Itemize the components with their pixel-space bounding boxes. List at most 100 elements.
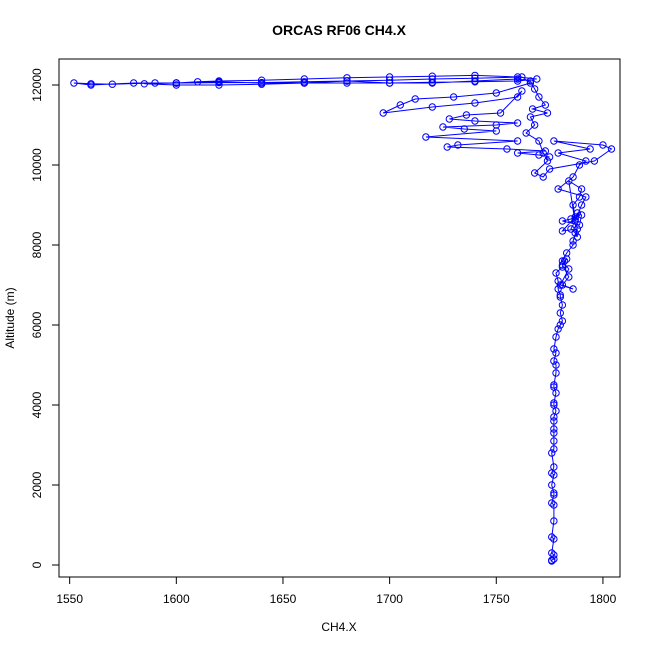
data-point — [586, 145, 594, 153]
data-point — [193, 78, 202, 86]
data-point — [471, 117, 479, 125]
data-point — [558, 317, 567, 325]
x-tick-label: 1600 — [163, 592, 190, 606]
y-axis: 0 2000 4000 6000 8000 10000 12000 — [30, 68, 60, 568]
data-point — [556, 293, 564, 301]
data-point — [550, 535, 558, 543]
data-point — [558, 217, 567, 225]
data-point — [513, 73, 522, 81]
data-point — [569, 237, 577, 245]
data-point — [454, 141, 462, 149]
data-point — [554, 277, 562, 285]
data-point — [562, 249, 571, 257]
data-point — [530, 121, 539, 129]
data-point — [108, 80, 117, 88]
y-tick-label: 10000 — [30, 148, 44, 182]
data-point — [571, 215, 579, 223]
data-point — [550, 357, 558, 365]
data-point — [215, 78, 223, 87]
data-point — [554, 149, 562, 157]
data-point — [560, 257, 569, 265]
data-point — [550, 417, 558, 425]
data-point — [550, 437, 558, 445]
data-point — [565, 273, 573, 281]
data-point — [471, 99, 479, 107]
plot-frame — [58, 58, 621, 578]
data-point — [548, 533, 556, 541]
data-point — [172, 81, 181, 89]
x-tick-label: 1700 — [376, 592, 403, 606]
data-point — [550, 517, 558, 525]
data-point — [513, 149, 522, 157]
y-tick-label: 8000 — [30, 231, 44, 258]
data-point — [422, 133, 430, 141]
data-point — [556, 309, 564, 317]
data-point — [545, 165, 554, 173]
data-point — [530, 169, 539, 177]
data-point — [550, 471, 558, 479]
data-point — [541, 101, 550, 109]
data-point — [550, 383, 558, 391]
data-point — [558, 257, 567, 265]
data-point — [428, 75, 436, 83]
data-point — [257, 78, 266, 87]
data-point — [535, 137, 543, 145]
data-point — [526, 79, 535, 87]
data-point — [385, 79, 394, 87]
chart-title: ORCAS RF06 CH4.X — [272, 22, 406, 38]
y-tick-label: 2000 — [30, 471, 44, 498]
data-point — [571, 213, 579, 221]
data-point — [550, 137, 558, 145]
data-point — [550, 399, 558, 407]
data-point — [300, 75, 309, 83]
data-point — [554, 285, 562, 293]
data-point — [569, 173, 577, 181]
data-point — [558, 301, 567, 309]
data-point — [569, 241, 577, 249]
data-point — [513, 137, 522, 145]
data-point — [558, 261, 567, 269]
data-point — [550, 345, 558, 353]
data-point — [172, 79, 181, 87]
data-point — [526, 77, 535, 85]
data-point — [503, 145, 511, 153]
data-point — [428, 78, 436, 86]
data-point — [492, 127, 500, 135]
data-point — [550, 491, 558, 499]
data-point — [513, 93, 522, 101]
data-point — [552, 369, 560, 377]
series-line — [73, 74, 613, 561]
data-point — [582, 157, 590, 165]
data-point — [385, 76, 394, 84]
y-tick-label: 6000 — [30, 311, 44, 338]
data-point — [582, 193, 590, 201]
data-point — [550, 551, 558, 559]
data-point — [343, 77, 351, 85]
data-point — [522, 129, 530, 137]
x-axis-label: CH4.X — [321, 620, 356, 634]
data-point — [575, 221, 584, 229]
data-point — [548, 449, 556, 457]
data-point — [577, 185, 586, 193]
data-point — [471, 74, 479, 82]
data-point — [577, 211, 586, 219]
data-point — [550, 401, 558, 409]
data-point — [411, 95, 419, 103]
data-point — [533, 75, 541, 83]
data-point — [460, 125, 468, 133]
data-point — [428, 103, 436, 111]
data-point — [577, 201, 586, 209]
data-point — [571, 229, 579, 237]
data-point — [567, 215, 575, 223]
data-point — [599, 141, 607, 149]
data-point — [550, 381, 558, 389]
y-tick-label: 4000 — [30, 391, 44, 418]
data-point — [552, 269, 560, 277]
data-point — [575, 161, 584, 169]
data-point — [550, 489, 558, 497]
x-tick-label: 1550 — [56, 592, 83, 606]
data-point — [545, 153, 554, 161]
x-tick-label: 1800 — [590, 592, 617, 606]
data-point — [550, 425, 558, 433]
